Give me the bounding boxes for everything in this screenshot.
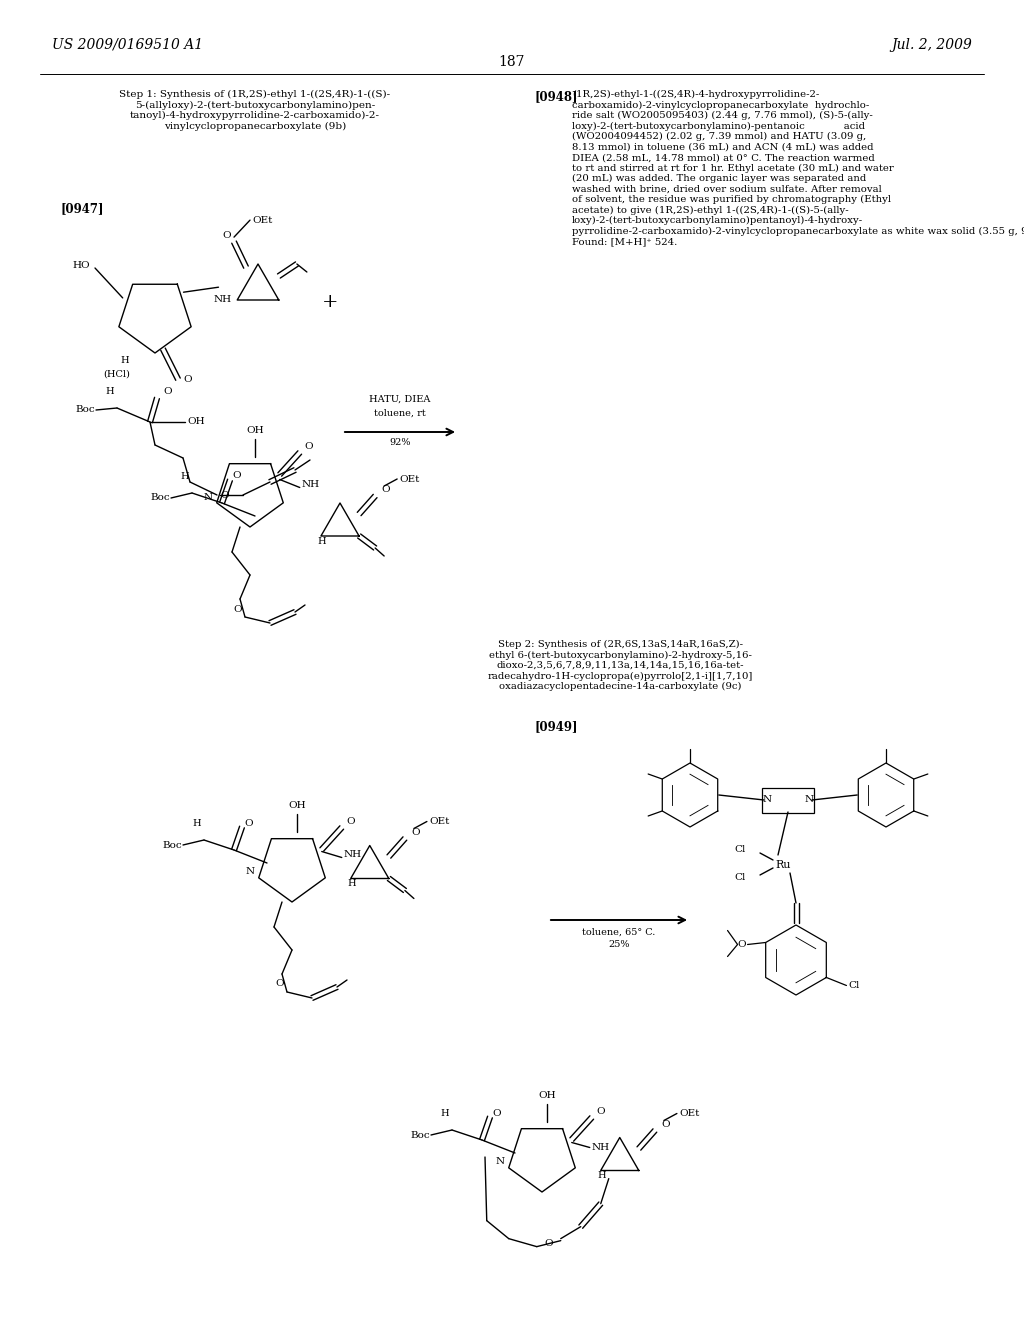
Text: NH: NH [302, 480, 319, 488]
Text: Boc: Boc [411, 1130, 430, 1139]
Text: [0947]: [0947] [60, 202, 103, 215]
Text: N: N [496, 1158, 505, 1167]
Text: N: N [805, 796, 813, 804]
Text: O: O [183, 375, 191, 384]
Text: H: H [180, 473, 189, 480]
Text: H: H [105, 387, 115, 396]
Text: Boc: Boc [151, 494, 170, 503]
Text: (HCl): (HCl) [103, 370, 130, 378]
Text: O: O [381, 486, 390, 495]
Text: NH: NH [213, 296, 231, 304]
Text: HATU, DIEA: HATU, DIEA [370, 395, 431, 404]
Text: Cl: Cl [849, 981, 860, 990]
Text: OH: OH [539, 1092, 556, 1100]
Text: toluene, rt: toluene, rt [374, 409, 426, 418]
Bar [762, 788, 814, 813]
Text: (1R,2S)-ethyl-1-((2S,4R)-4-hydroxypyrrolidine-2-
carboxamido)-2-vinylcyclopropan: (1R,2S)-ethyl-1-((2S,4R)-4-hydroxypyrrol… [572, 90, 1024, 247]
Text: OEt: OEt [429, 817, 450, 826]
Text: 25%: 25% [608, 940, 630, 949]
Text: N: N [763, 796, 771, 804]
Text: Boc: Boc [76, 405, 95, 414]
Text: OEt: OEt [679, 1109, 699, 1118]
Text: Boc: Boc [163, 841, 182, 850]
Text: O: O [275, 979, 285, 989]
Text: O: O [347, 817, 355, 826]
Text: O: O [232, 471, 241, 480]
Text: O: O [492, 1109, 501, 1118]
Text: Jul. 2, 2009: Jul. 2, 2009 [891, 38, 972, 51]
Text: OEt: OEt [252, 215, 272, 224]
Text: [0948]: [0948] [535, 90, 579, 103]
Text: NH: NH [344, 850, 361, 859]
Text: O: O [163, 388, 172, 396]
Text: O: O [244, 818, 253, 828]
Text: N: N [246, 867, 255, 876]
Text: OH: OH [187, 417, 205, 426]
Text: H: H [121, 356, 129, 366]
Text: Cl: Cl [734, 873, 746, 882]
Text: HO: HO [72, 260, 90, 269]
Text: O: O [233, 605, 243, 614]
Text: O: O [222, 231, 231, 240]
Text: O: O [545, 1239, 553, 1249]
Text: 92%: 92% [389, 438, 411, 447]
Text: O: O [660, 1119, 670, 1129]
Text: Step 1: Synthesis of (1R,2S)-ethyl 1-((2S,4R)-1-((S)-
5-(allyloxy)-2-(tert-butox: Step 1: Synthesis of (1R,2S)-ethyl 1-((2… [120, 90, 390, 131]
Text: US 2009/0169510 A1: US 2009/0169510 A1 [52, 38, 203, 51]
Text: NH: NH [592, 1143, 610, 1152]
Text: O: O [597, 1107, 605, 1115]
Text: toluene, 65° C.: toluene, 65° C. [583, 928, 655, 937]
Text: N: N [204, 492, 213, 502]
Text: H: H [347, 879, 356, 888]
Text: 187: 187 [499, 55, 525, 69]
Text: +: + [322, 293, 338, 312]
Text: Cl: Cl [734, 846, 746, 854]
Text: O: O [221, 491, 229, 499]
Text: H: H [317, 537, 327, 546]
Text: [0949]: [0949] [535, 719, 579, 733]
Text: O: O [411, 828, 420, 837]
Text: OH: OH [246, 426, 264, 436]
Text: O: O [305, 442, 313, 451]
Text: H: H [597, 1172, 606, 1180]
Text: OH: OH [288, 801, 306, 810]
Text: H: H [440, 1109, 450, 1118]
Text: O: O [737, 940, 745, 949]
Text: H: H [193, 818, 202, 828]
Text: OEt: OEt [399, 474, 420, 483]
Text: Step 2: Synthesis of (2R,6S,13aS,14aR,16aS,Z)-
ethyl 6-(tert-butoxycarbonylamino: Step 2: Synthesis of (2R,6S,13aS,14aR,16… [487, 640, 753, 692]
Text: Ru: Ru [775, 861, 791, 870]
